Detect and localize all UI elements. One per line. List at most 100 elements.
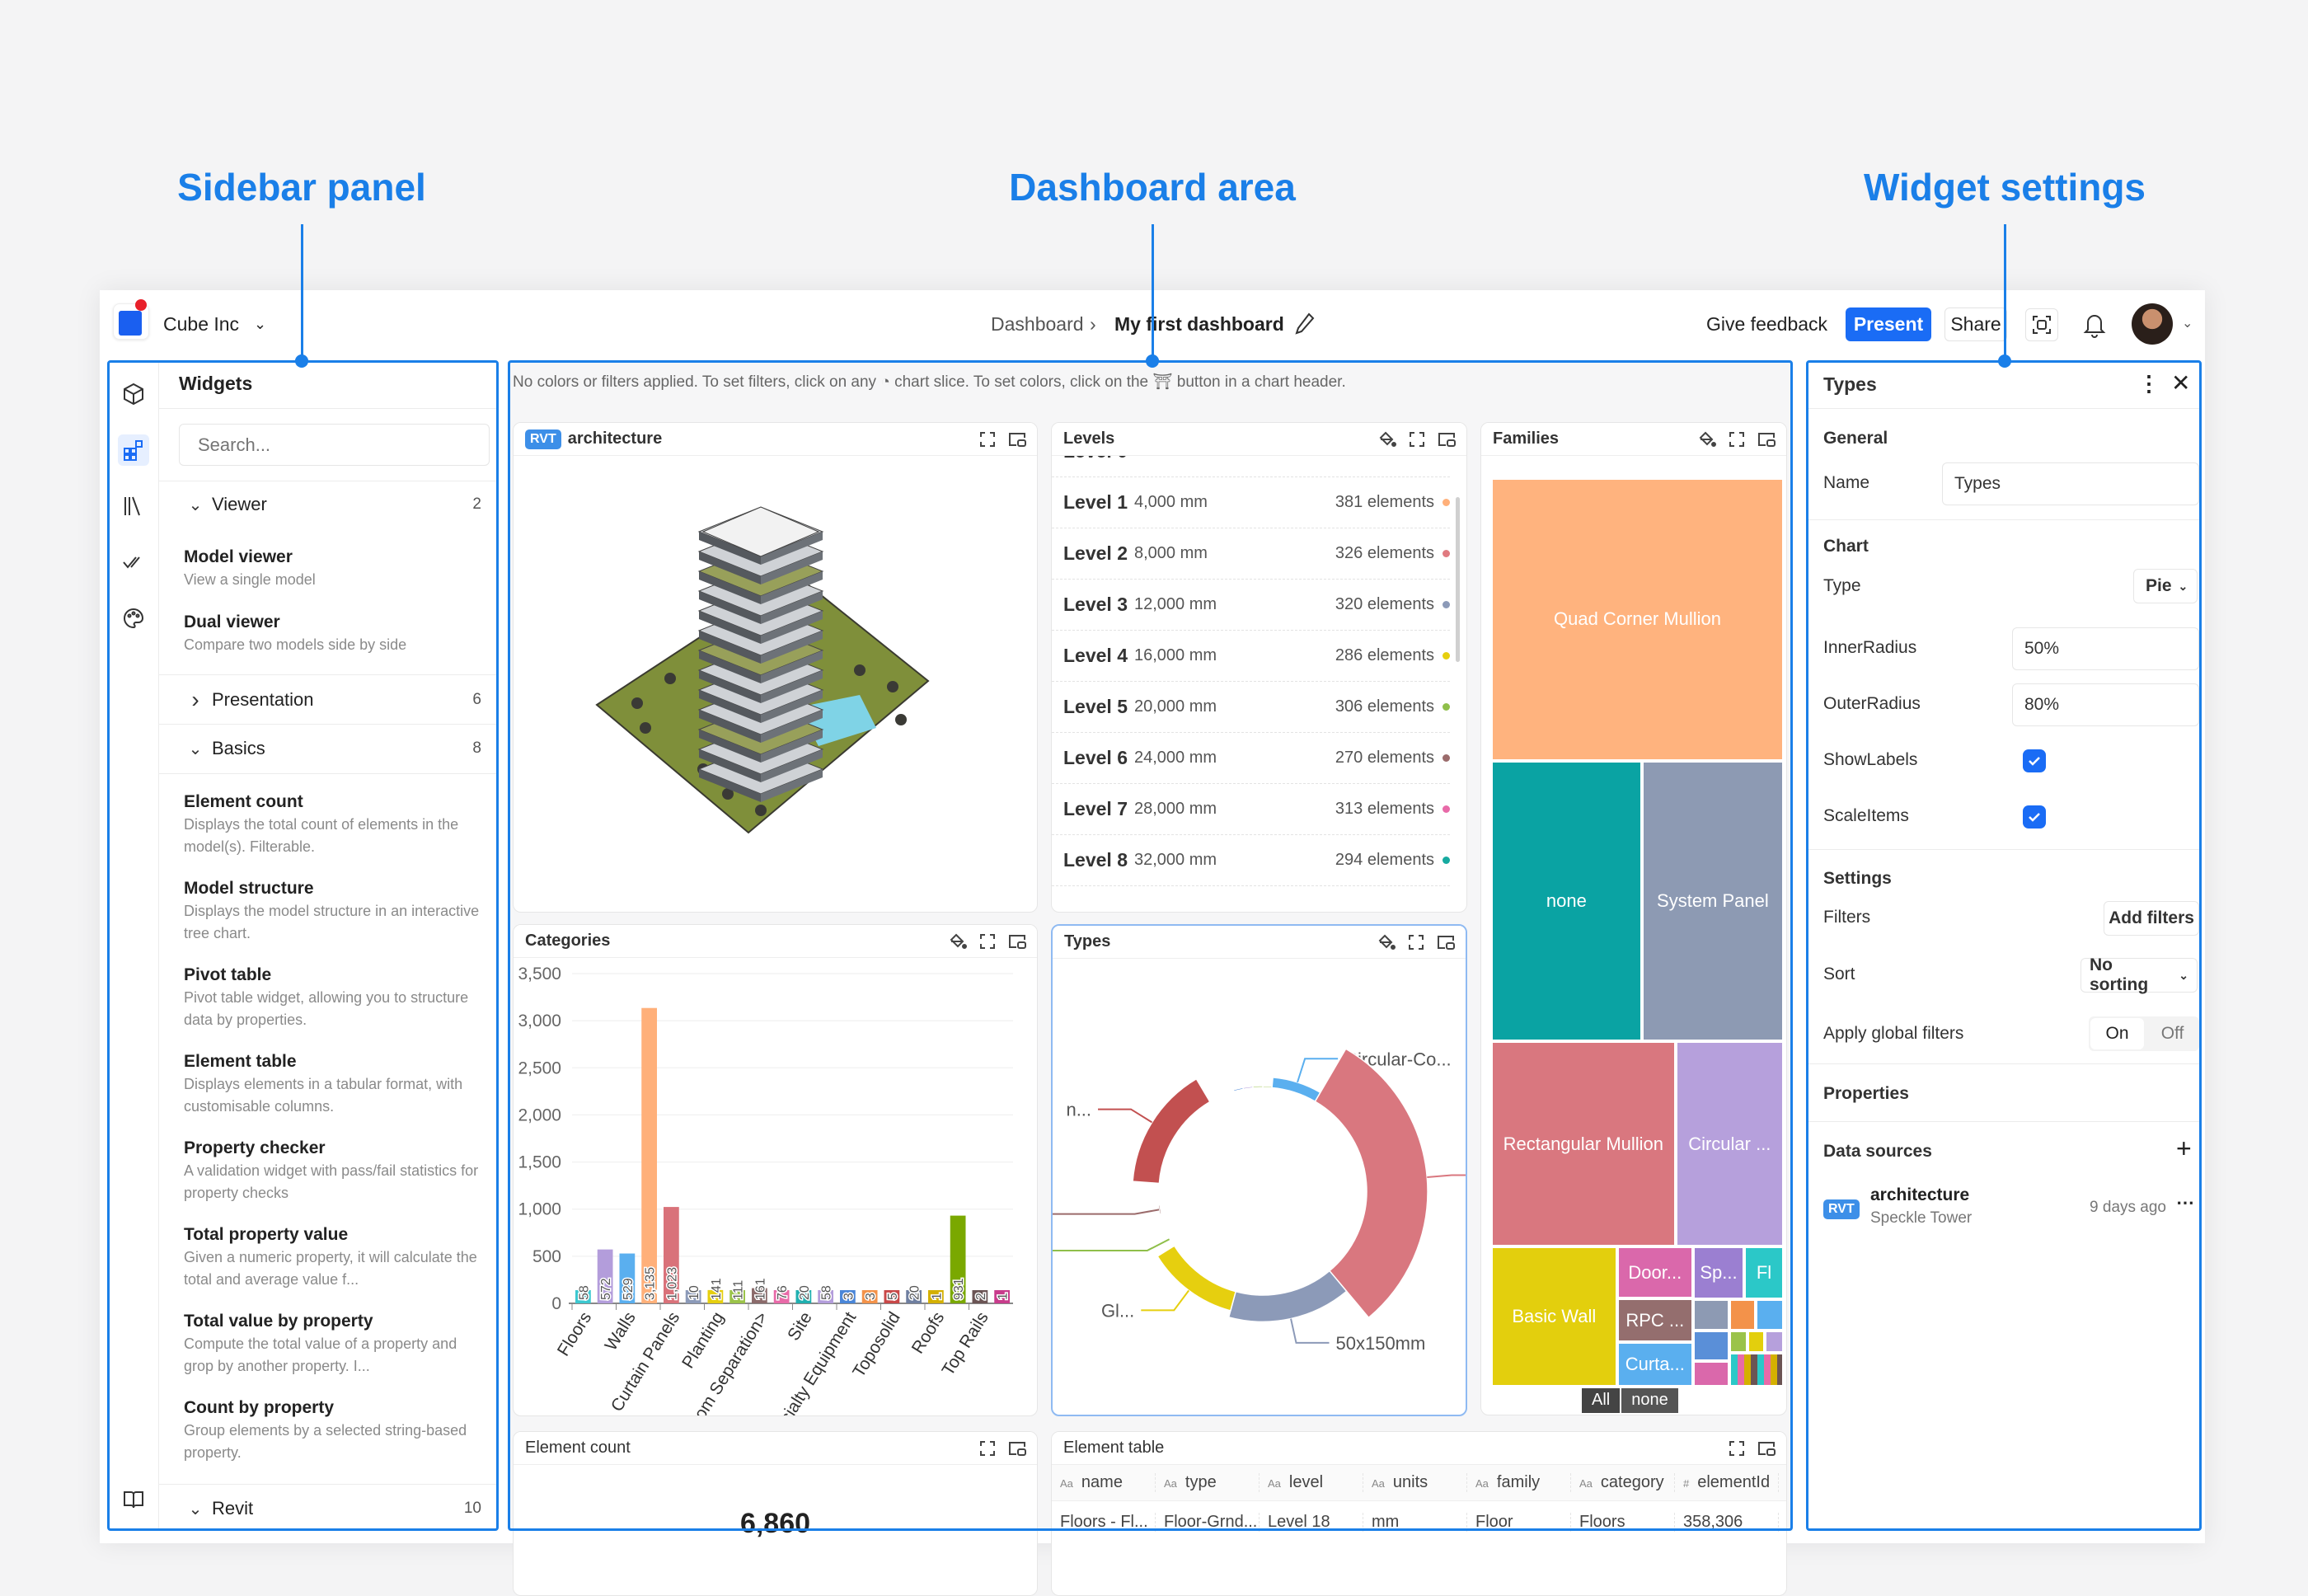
more-horizontal-icon[interactable]: ⋯ (2176, 1192, 2194, 1213)
screenshot-icon[interactable] (2025, 308, 2058, 341)
donut-slice[interactable] (1271, 1077, 1321, 1103)
inner-radius-input[interactable]: 50% (2012, 627, 2199, 670)
bar[interactable] (685, 1290, 701, 1303)
paint-bucket-icon[interactable] (948, 932, 968, 951)
bar[interactable] (773, 1290, 790, 1303)
library-icon[interactable] (118, 491, 149, 522)
widget-item[interactable]: Element count Displays the total count of… (184, 791, 481, 858)
donut-slice[interactable] (1227, 1270, 1348, 1323)
scrollbar[interactable] (1456, 497, 1460, 662)
scale-items-checkbox[interactable] (2023, 805, 2046, 829)
paint-bucket-icon[interactable] (1377, 430, 1397, 449)
widget-item[interactable]: Model structure Displays the model struct… (184, 877, 481, 945)
donut-slice[interactable] (1156, 1188, 1160, 1196)
sidebar-group-revit[interactable]: ⌄ Revit 10 (159, 1488, 496, 1528)
breadcrumb-dashboard[interactable]: Dashboard (991, 313, 1084, 335)
show-labels-checkbox[interactable] (2023, 749, 2046, 772)
bar[interactable] (707, 1289, 724, 1303)
widget-item[interactable]: Total property value Given a numeric prop… (184, 1223, 481, 1291)
level-row[interactable]: Level 3 12,000 mm 320 elements (1052, 580, 1450, 631)
widget-types[interactable]: Types Circular-Co... 50x150mm Gl... n... (1051, 924, 1467, 1416)
sidebar-group-basics[interactable]: ⌄ Basics 8 (159, 728, 496, 769)
widget-item[interactable]: Dual viewer Compare two models side by si… (184, 611, 481, 656)
popout-icon[interactable] (1007, 1439, 1027, 1458)
donut-slice[interactable] (1262, 1085, 1274, 1089)
expand-icon[interactable] (1727, 430, 1747, 449)
treemap-tile-small[interactable] (1764, 1330, 1784, 1354)
popout-icon[interactable] (1436, 932, 1456, 952)
building-3d-model[interactable] (514, 423, 1038, 913)
bar[interactable] (597, 1249, 613, 1303)
sort-select[interactable]: No sorting ⌄ (2080, 955, 2198, 994)
donut-slice[interactable] (1162, 1224, 1168, 1232)
treemap-tile-small[interactable] (1692, 1330, 1730, 1362)
widget-item[interactable]: Model viewer View a single model (184, 546, 481, 591)
palette-icon[interactable] (118, 603, 149, 634)
treemap-tile[interactable]: Rectangular Mullion (1491, 1041, 1676, 1247)
level-row[interactable]: Level 2 8,000 mm 326 elements (1052, 528, 1450, 580)
level-row[interactable]: Level 4 16,000 mm 286 elements (1052, 631, 1450, 682)
donut-slice[interactable] (1252, 1085, 1264, 1089)
level-row[interactable]: Level 6 24,000 mm 270 elements (1052, 733, 1450, 784)
donut-slice[interactable] (1159, 1213, 1164, 1221)
widget-families[interactable]: Families Quad Corner Mullion none System… (1480, 422, 1787, 1415)
treemap-tile[interactable]: Fl (1744, 1246, 1784, 1300)
more-vertical-icon[interactable]: ⋮ (2138, 371, 2160, 396)
widget-model-viewer[interactable]: RVT architecture (513, 422, 1038, 913)
expand-icon[interactable] (978, 430, 997, 449)
name-input[interactable]: Types (1942, 462, 2199, 505)
pencil-icon[interactable] (1294, 312, 1316, 339)
add-data-source-icon[interactable]: + (2176, 1134, 2192, 1163)
level-row[interactable]: Level 0 0 mm 448 elements (1052, 456, 1450, 477)
levels-list[interactable]: Level 0 0 mm 448 elements Level 1 4,000 mm 38… (1052, 456, 1466, 912)
bar[interactable] (994, 1290, 1010, 1303)
treemap-tile-small[interactable] (1729, 1330, 1747, 1354)
donut-slice[interactable] (1132, 1077, 1211, 1185)
share-button[interactable]: Share (1944, 307, 2007, 341)
popout-icon[interactable] (1007, 430, 1027, 449)
column-header-elementId[interactable]: # elementId (1675, 1473, 1779, 1492)
level-row[interactable]: Level 1 4,000 mm 381 elements (1052, 477, 1450, 528)
column-header-units[interactable]: Aa units (1363, 1473, 1467, 1492)
popout-icon[interactable] (1437, 430, 1457, 449)
column-header-level[interactable]: Aa level (1260, 1473, 1363, 1492)
table-cell[interactable]: 358,306 (1675, 1512, 1779, 1532)
widget-levels[interactable]: Levels Level 0 0 mm 448 elements Level 1 4,0… (1051, 422, 1467, 913)
widget-item[interactable]: Count by property Group elements by a sel… (184, 1396, 481, 1464)
bar[interactable] (729, 1290, 745, 1303)
org-logo[interactable] (113, 299, 149, 340)
bar[interactable] (752, 1288, 767, 1303)
treemap-tile-small[interactable] (1756, 1299, 1784, 1331)
global-filters-toggle[interactable]: On Off (2089, 1016, 2199, 1051)
categories-bar-chart[interactable]: 0 500 1,000 1,500 2,000 2,500 3,000 3,500 58 572 5… (514, 925, 1038, 1416)
avatar-chevron-icon[interactable]: ⌄ (2182, 317, 2193, 331)
widget-item[interactable]: Total value by property Compute the total… (184, 1310, 481, 1378)
widgets-icon[interactable] (118, 434, 149, 466)
popout-icon[interactable] (1757, 1439, 1776, 1458)
treemap-tile[interactable]: RPC ... (1616, 1298, 1693, 1342)
popout-icon[interactable] (1007, 932, 1027, 951)
column-header-name[interactable]: Aa name (1052, 1473, 1156, 1492)
types-donut-chart[interactable]: Circular-Co...50x150mmGl...n... (1053, 926, 1467, 1416)
widget-element-table[interactable]: Element table Aa name Aa type Aa level Aa units… (1051, 1431, 1787, 1596)
donut-slice[interactable] (1156, 1182, 1161, 1190)
toggle-off[interactable]: Off (2160, 1024, 2184, 1043)
treemap-tile-small[interactable] (1692, 1361, 1730, 1387)
table-cell[interactable]: Floors (1571, 1512, 1675, 1532)
paint-bucket-icon[interactable] (1697, 430, 1717, 449)
expand-icon[interactable] (978, 932, 997, 951)
present-button[interactable]: Present (1846, 307, 1931, 341)
widget-element-count[interactable]: Element count 6,860 (513, 1431, 1038, 1596)
bar[interactable] (861, 1290, 878, 1303)
donut-slice[interactable] (1161, 1218, 1166, 1227)
bar[interactable] (906, 1290, 922, 1303)
close-icon[interactable]: ✕ (2171, 370, 2191, 396)
add-filters-button[interactable]: Add filters (2104, 901, 2199, 936)
bar[interactable] (664, 1207, 679, 1303)
bar[interactable] (950, 1215, 966, 1303)
docs-book-icon[interactable] (118, 1484, 149, 1515)
widget-item[interactable]: Property checker A validation widget with… (184, 1137, 481, 1204)
donut-slice[interactable] (1226, 1089, 1235, 1095)
level-row[interactable]: Level 5 20,000 mm 306 elements (1052, 682, 1450, 733)
checks-icon[interactable] (118, 547, 149, 578)
